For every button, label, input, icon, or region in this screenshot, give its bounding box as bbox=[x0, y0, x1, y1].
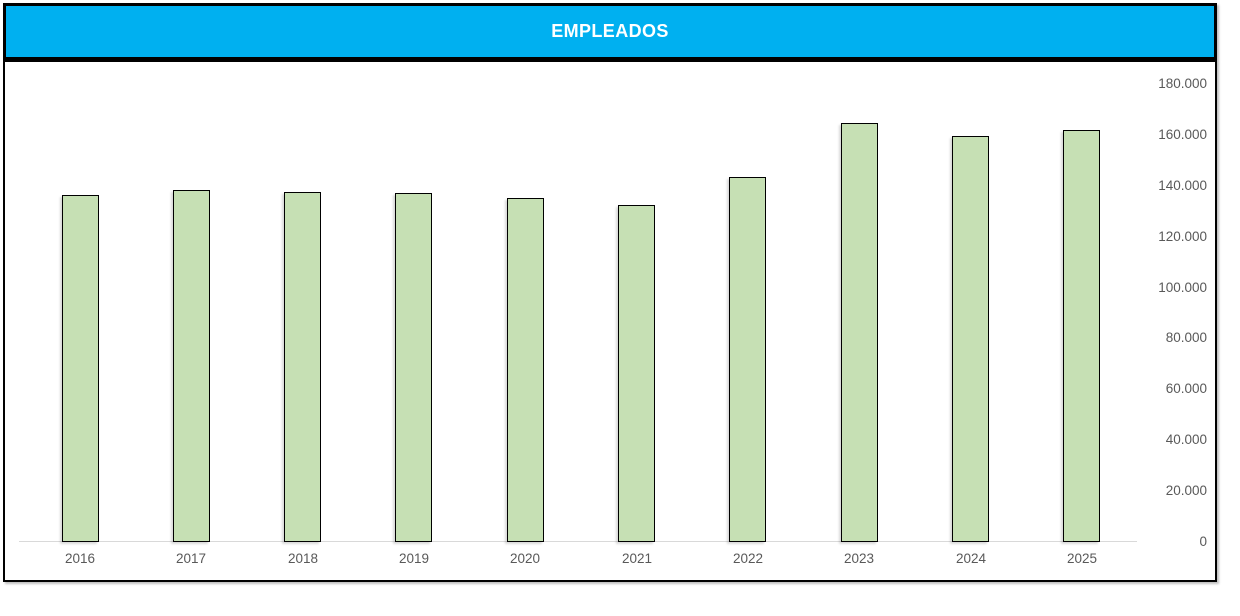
bar-2018[interactable] bbox=[284, 192, 321, 542]
y-tick-label: 160.000 bbox=[1158, 127, 1207, 142]
y-tick-label: 180.000 bbox=[1158, 76, 1207, 91]
y-tick-label: 120.000 bbox=[1158, 229, 1207, 244]
x-tick-label: 2018 bbox=[287, 551, 319, 566]
bar-2023[interactable] bbox=[841, 123, 878, 542]
plot-area: 0 20.000 40.000 60.000 80.000 100.000 120.000 1… bbox=[5, 62, 1215, 580]
chart-plot-box: 0 20.000 40.000 60.000 80.000 100.000 120.000 1… bbox=[3, 60, 1217, 582]
bar-2021[interactable] bbox=[618, 205, 655, 542]
x-tick-label: 2022 bbox=[732, 551, 764, 566]
y-tick-label: 100.000 bbox=[1158, 280, 1207, 295]
x-tick-label: 2016 bbox=[64, 551, 96, 566]
bar-2020[interactable] bbox=[507, 198, 544, 542]
bar-2017[interactable] bbox=[173, 190, 210, 542]
y-tick-label: 140.000 bbox=[1158, 178, 1207, 193]
bar-2024[interactable] bbox=[952, 136, 989, 542]
x-tick-label: 2019 bbox=[398, 551, 430, 566]
y-tick-label: 40.000 bbox=[1165, 432, 1207, 447]
bar-2022[interactable] bbox=[729, 177, 766, 542]
bar-2019[interactable] bbox=[395, 193, 432, 542]
x-tick-label: 2024 bbox=[955, 551, 987, 566]
y-tick-label: 60.000 bbox=[1165, 381, 1207, 396]
y-tick-label: 0 bbox=[1199, 534, 1207, 549]
y-tick-label: 20.000 bbox=[1165, 483, 1207, 498]
x-tick-label: 2017 bbox=[175, 551, 207, 566]
chart-title: EMPLEADOS bbox=[551, 21, 669, 41]
bar-2025[interactable] bbox=[1063, 130, 1100, 542]
x-tick-label: 2023 bbox=[843, 551, 875, 566]
x-tick-label: 2020 bbox=[509, 551, 541, 566]
x-axis-line bbox=[19, 541, 1137, 542]
bar-2016[interactable] bbox=[62, 195, 99, 542]
y-tick-label: 80.000 bbox=[1165, 330, 1207, 345]
chart-title-banner: EMPLEADOS bbox=[3, 3, 1217, 60]
x-tick-label: 2021 bbox=[621, 551, 653, 566]
x-tick-label: 2025 bbox=[1066, 551, 1098, 566]
